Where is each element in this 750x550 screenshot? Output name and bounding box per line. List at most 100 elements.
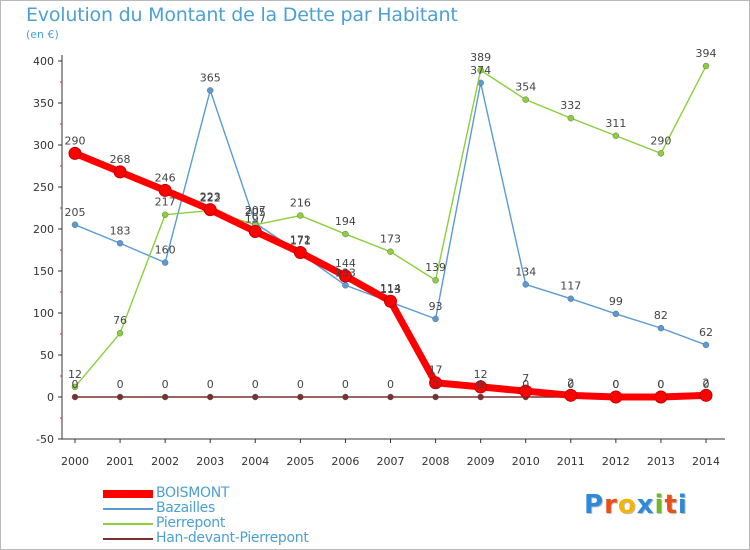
data-point <box>116 393 124 401</box>
y-tick-label: 0 <box>47 391 54 404</box>
data-point <box>387 248 394 255</box>
legend-swatch <box>103 508 153 510</box>
data-point <box>68 146 82 160</box>
data-label: 76 <box>113 314 127 327</box>
y-tick-label: 200 <box>33 223 54 236</box>
data-label: 194 <box>335 215 356 228</box>
logo-letter: i <box>677 490 688 520</box>
data-point <box>432 315 439 323</box>
logo-letter: t <box>664 490 678 520</box>
data-label: 2 <box>703 376 710 389</box>
chart-unit: (en €) <box>26 28 59 41</box>
data-label: 0 <box>162 378 169 391</box>
legend-swatch <box>103 538 153 540</box>
data-label: 0 <box>207 378 214 391</box>
data-point <box>207 393 214 401</box>
legend-label: Pierrepont <box>156 515 226 531</box>
data-label: 0 <box>657 378 664 391</box>
data-point <box>161 393 169 401</box>
data-label: 290 <box>650 134 671 147</box>
x-tick-label: 2012 <box>602 455 630 468</box>
data-point <box>252 393 259 401</box>
data-label: 0 <box>612 378 619 391</box>
data-point <box>342 393 349 401</box>
proxiti-logo: Proxiti <box>584 490 688 520</box>
logo-letter: x <box>636 490 655 520</box>
data-label: 216 <box>290 197 311 210</box>
data-label: 389 <box>470 51 491 64</box>
y-tick-label: 150 <box>33 265 54 278</box>
legend-label: Bazailles <box>156 500 215 516</box>
y-tick-label: 400 <box>33 55 54 68</box>
data-point <box>248 225 262 239</box>
data-point <box>207 87 214 94</box>
x-tick-label: 2005 <box>286 455 314 468</box>
x-tick-label: 2001 <box>106 455 134 468</box>
x-tick-label: 2011 <box>557 455 585 468</box>
data-label: 134 <box>515 265 536 278</box>
data-label: 0 <box>297 378 304 391</box>
data-point <box>429 376 443 390</box>
data-label: 0 <box>703 378 710 391</box>
data-label: 62 <box>699 326 713 339</box>
data-label: 0 <box>522 378 529 391</box>
data-point <box>432 393 439 401</box>
x-tick-label: 2002 <box>151 455 179 468</box>
data-point <box>71 383 79 391</box>
data-point <box>609 390 623 404</box>
data-label: 0 <box>342 378 349 391</box>
data-label: 290 <box>65 134 86 147</box>
data-label: 0 <box>567 378 574 391</box>
legend-swatch <box>103 490 153 498</box>
data-label: 374 <box>470 64 491 77</box>
data-point <box>113 165 127 179</box>
data-point <box>338 269 352 283</box>
logo-letter: i <box>654 490 665 520</box>
data-label: 117 <box>560 280 581 293</box>
data-label: 183 <box>110 224 131 237</box>
data-label: 173 <box>380 233 401 246</box>
x-tick-label: 2009 <box>467 455 495 468</box>
data-point <box>519 384 533 398</box>
data-label: 207 <box>245 204 266 217</box>
data-point <box>116 240 124 247</box>
x-tick-label: 2003 <box>196 455 224 468</box>
data-point <box>71 221 79 229</box>
data-label: 0 <box>432 378 439 391</box>
data-point <box>161 211 169 218</box>
data-label: 205 <box>245 206 266 219</box>
data-point <box>342 230 349 238</box>
data-label: 12 <box>68 368 82 381</box>
data-label: 113 <box>380 283 401 296</box>
x-tick-label: 2000 <box>61 455 89 468</box>
data-label: 197 <box>245 213 266 226</box>
data-label: 2 <box>567 376 574 389</box>
data-label: 0 <box>252 378 259 391</box>
data-point <box>297 212 304 219</box>
x-tick-label: 2013 <box>647 455 675 468</box>
data-label: 82 <box>654 309 668 322</box>
data-label: 354 <box>515 81 536 94</box>
data-point <box>567 114 574 122</box>
x-tick-label: 2010 <box>512 455 540 468</box>
logo-letter: r <box>604 490 618 520</box>
series-layer <box>68 62 713 404</box>
data-label: 160 <box>155 244 176 257</box>
y-tick-label: 350 <box>33 97 54 110</box>
series-line-pierrepont <box>74 65 707 388</box>
data-point <box>612 132 620 139</box>
data-point <box>297 393 304 401</box>
data-label: 0 <box>477 378 484 391</box>
x-tick-label: 2008 <box>422 455 450 468</box>
x-tick-label: 2006 <box>331 455 359 468</box>
legend-swatch <box>103 523 153 525</box>
data-label: 0 <box>612 378 619 391</box>
y-tick-label: 50 <box>40 349 54 362</box>
logo-letter: o <box>617 490 637 520</box>
data-point <box>522 96 529 103</box>
data-point <box>474 380 488 394</box>
